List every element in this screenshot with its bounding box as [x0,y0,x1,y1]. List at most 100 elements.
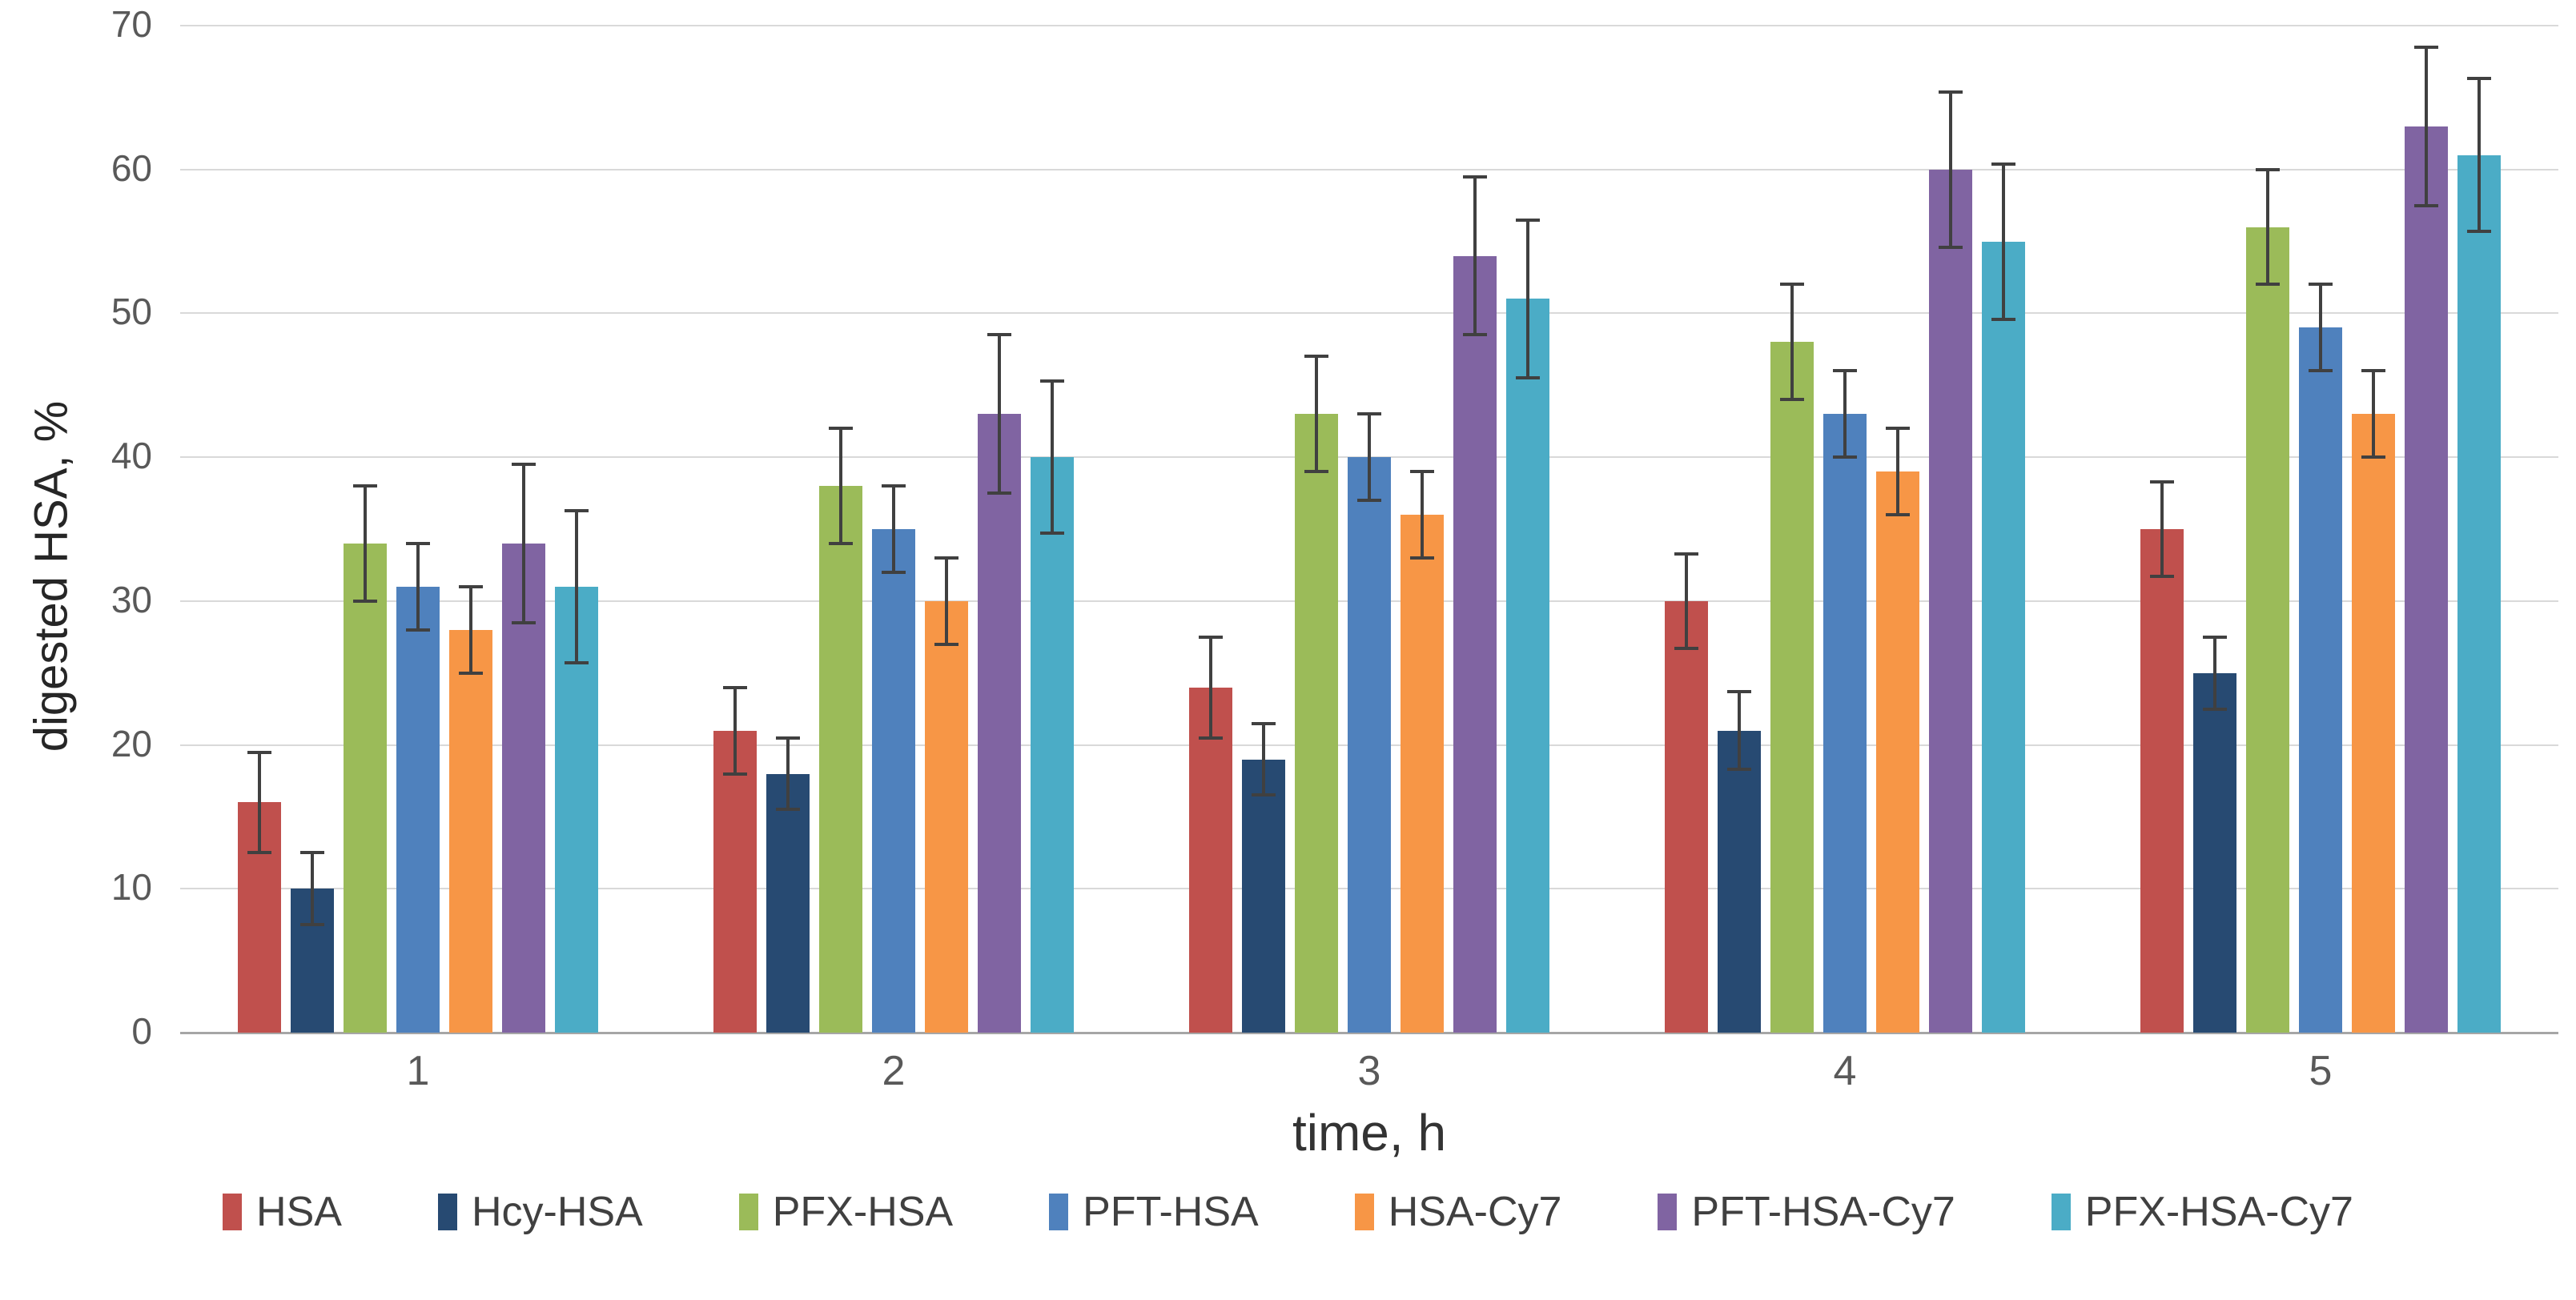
error-bar-PFX-HSA-t4 [1790,284,1794,400]
bar-group-2 [656,26,1131,1033]
error-bar-HSA-t3 [1209,636,1212,738]
error-cap-top-Hcy-HSA-t3 [1252,721,1276,725]
error-cap-top-Hcy-HSA-t1 [300,851,324,855]
legend-swatch-PFX-HSA-Cy7 [2051,1194,2071,1230]
error-bar-PFT-HSA-Cy7-t5 [2425,46,2428,206]
error-bar-PFT-HSA-t2 [892,486,895,572]
legend-label-Hcy-HSA: Hcy-HSA [471,1189,643,1235]
error-cap-top-PFT-HSA-Cy7-t5 [2414,45,2438,49]
error-cap-top-PFX-HSA-Cy7-t5 [2467,77,2491,81]
error-cap-bottom-PFX-HSA-t1 [353,599,377,603]
legend-label-HSA-Cy7: HSA-Cy7 [1388,1189,1562,1235]
legend-swatch-PFT-HSA [1049,1194,1069,1230]
bar-group-1 [180,26,656,1033]
error-cap-top-PFX-HSA-t3 [1304,355,1328,359]
error-cap-top-HSA-t1 [247,750,271,754]
bar-HSA-Cy7-t5 [2352,414,2395,1033]
bar-Hcy-HSA-t3 [1242,759,1285,1033]
legend-item-PFT-HSA: PFT-HSA [1049,1191,1259,1233]
error-bar-HSA-Cy7-t3 [1421,471,1424,558]
error-bar-PFT-HSA-t3 [1368,414,1371,501]
bar-Hcy-HSA-t2 [766,773,810,1033]
bar-PFX-HSA-t2 [819,486,862,1033]
error-cap-top-PFT-HSA-Cy7-t2 [987,333,1011,337]
error-cap-bottom-Hcy-HSA-t1 [300,923,324,927]
error-cap-bottom-HSA-Cy7-t2 [934,642,958,646]
error-bar-PFT-HSA-t5 [2319,284,2322,371]
bar-HSA-t2 [713,730,757,1033]
error-bar-HSA-Cy7-t4 [1896,428,1899,516]
bar-PFX-HSA-t1 [344,543,387,1033]
bar-PFT-HSA-t4 [1823,414,1867,1033]
error-cap-top-PFX-HSA-t2 [829,427,853,431]
error-cap-top-HSA-t3 [1199,635,1223,639]
bar-group-5 [2083,26,2558,1033]
error-cap-bottom-PFT-HSA-t5 [2309,369,2333,373]
error-bar-PFT-HSA-Cy7-t4 [1949,91,1952,247]
x-tick-label-1: 1 [406,1048,430,1094]
legend-item-HSA-Cy7: HSA-Cy7 [1354,1189,1562,1235]
x-tick-label-3: 3 [1357,1048,1381,1094]
error-bar-PFX-HSA-t5 [2266,169,2269,285]
error-cap-top-Hcy-HSA-t2 [776,736,800,740]
error-cap-bottom-PFX-HSA-Cy7-t5 [2467,229,2491,233]
error-cap-top-HSA-t2 [723,685,747,689]
error-bar-PFT-HSA-Cy7-t1 [522,464,525,623]
error-bar-PFX-HSA-Cy7-t1 [575,510,578,664]
bar-HSA-Cy7-t3 [1401,515,1444,1033]
x-axis-line [180,1032,2558,1034]
error-bar-PFX-HSA-Cy7-t4 [2002,163,2005,319]
legend-swatch-HSA [223,1194,243,1230]
error-cap-top-PFX-HSA-t5 [2256,167,2280,171]
bar-PFX-HSA-Cy7-t2 [1031,457,1074,1033]
error-cap-bottom-Hcy-HSA-t3 [1252,793,1276,797]
error-cap-bottom-PFX-HSA-Cy7-t1 [565,661,589,665]
bar-PFT-HSA-Cy7-t5 [2405,126,2448,1033]
x-tick-label-4: 4 [1833,1048,1857,1094]
error-bar-PFX-HSA-Cy7-t3 [1526,219,1529,379]
y-tick-label-30: 30 [111,579,152,621]
error-cap-top-HSA-Cy7-t3 [1410,470,1434,474]
bar-PFT-HSA-t2 [872,529,915,1033]
x-tick-label-5: 5 [2309,1048,2333,1094]
error-cap-top-PFT-HSA-t2 [882,484,906,488]
legend-label-HSA: HSA [256,1189,342,1235]
error-cap-bottom-Hcy-HSA-t5 [2203,707,2227,711]
bar-PFX-HSA-Cy7-t4 [1982,241,2025,1033]
legend-item-HSA: HSA [223,1191,342,1233]
error-cap-bottom-PFT-HSA-t4 [1833,455,1857,459]
error-cap-bottom-Hcy-HSA-t2 [776,808,800,812]
error-cap-top-PFT-HSA-Cy7-t4 [1939,90,1963,94]
error-cap-bottom-PFX-HSA-t3 [1304,470,1328,474]
error-bar-HSA-Cy7-t1 [469,586,472,673]
error-bar-Hcy-HSA-t5 [2213,636,2216,709]
error-bar-HSA-Cy7-t2 [945,557,948,644]
error-cap-bottom-PFX-HSA-t5 [2256,283,2280,287]
error-bar-Hcy-HSA-t1 [311,853,314,925]
bar-HSA-t5 [2140,529,2184,1033]
error-cap-bottom-PFT-HSA-t2 [882,570,906,574]
y-tick-label-70: 70 [111,3,152,46]
error-bar-HSA-Cy7-t5 [2372,371,2375,458]
legend-item-PFT-HSA-Cy7: PFT-HSA-Cy7 [1658,1191,1955,1233]
bar-Hcy-HSA-t4 [1718,730,1761,1033]
gridline-50 [180,312,2558,315]
bar-Hcy-HSA-t5 [2193,672,2236,1033]
bar-PFT-HSA-Cy7-t1 [502,543,545,1033]
error-cap-bottom-HSA-t5 [2150,575,2174,579]
bar-HSA-Cy7-t4 [1876,471,1919,1033]
error-cap-top-HSA-t5 [2150,479,2174,483]
error-cap-top-HSA-Cy7-t2 [934,556,958,560]
error-cap-top-PFT-HSA-Cy7-t1 [512,463,536,467]
error-bar-Hcy-HSA-t4 [1738,692,1741,770]
error-cap-top-PFX-HSA-t4 [1780,283,1804,287]
bar-HSA-t4 [1665,600,1708,1033]
error-cap-top-PFX-HSA-Cy7-t4 [1991,162,2015,166]
error-cap-bottom-HSA-t2 [723,772,747,776]
error-cap-bottom-PFT-HSA-Cy7-t2 [987,492,1011,496]
legend-item-PFX-HSA-Cy7: PFX-HSA-Cy7 [2051,1191,2353,1233]
error-cap-bottom-PFX-HSA-t2 [829,541,853,545]
error-bar-PFX-HSA-Cy7-t5 [2478,78,2481,231]
legend-item-PFX-HSA: PFX-HSA [738,1191,953,1233]
